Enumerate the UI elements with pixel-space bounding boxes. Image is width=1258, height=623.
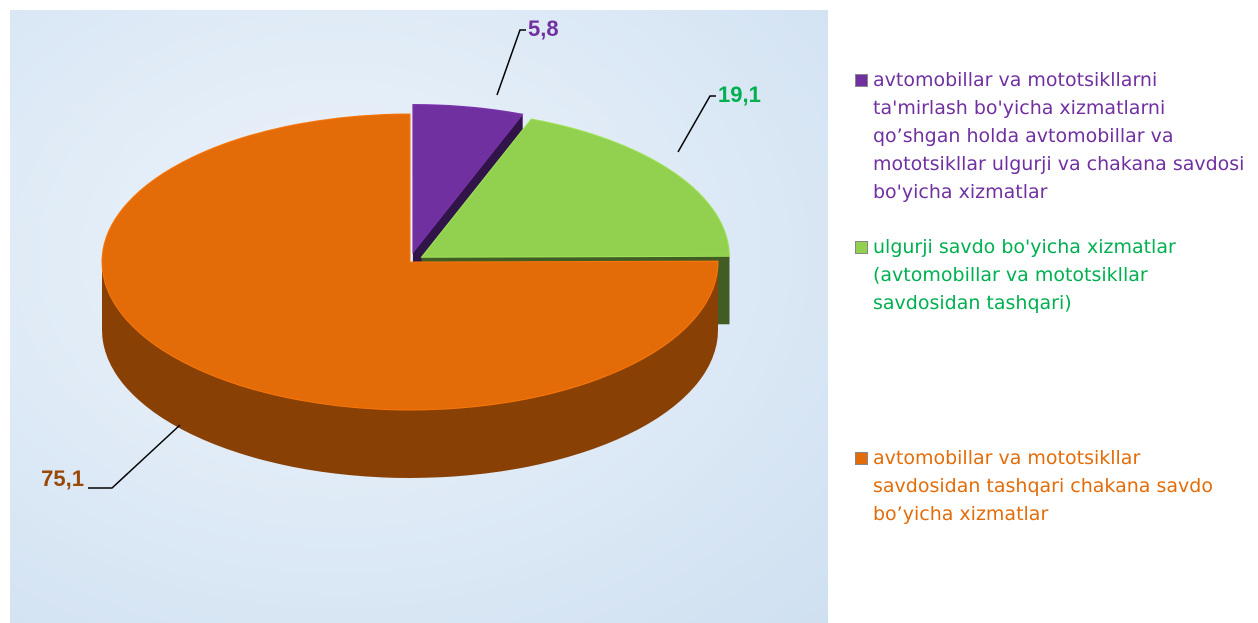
legend-item: ulgurji savdo bo'yicha xizmatlar (avtomo…: [855, 233, 1250, 317]
legend-marker: [855, 452, 868, 465]
tops: [101, 104, 731, 411]
data-label: 19,1: [718, 82, 761, 107]
leader-line: [88, 424, 181, 489]
legend-label: ulgurji savdo bo'yicha xizmatlar (avtomo…: [873, 236, 1176, 314]
legend-marker: [855, 74, 868, 87]
data-label: 5,8: [528, 16, 559, 41]
slice-wall: [102, 262, 718, 478]
walls: [102, 262, 718, 478]
leader-line: [496, 29, 526, 96]
legend-marker: [855, 241, 868, 254]
legend-item: avtomobillar va mototsikllar savdosidan …: [855, 444, 1250, 528]
slice: [412, 104, 524, 254]
leader-line: [677, 95, 716, 153]
legend-label: avtomobillar va mototsikllar savdosidan …: [873, 447, 1213, 525]
chart: 5,8 19,1 75,1: [41, 16, 761, 491]
data-label: 75,1: [41, 466, 84, 491]
legend-label: avtomobillar va mototsikllarni ta'mirlas…: [873, 69, 1245, 203]
legend-item: avtomobillar va mototsikllarni ta'mirlas…: [855, 66, 1250, 206]
slice: [420, 118, 731, 258]
slice: [101, 113, 719, 411]
